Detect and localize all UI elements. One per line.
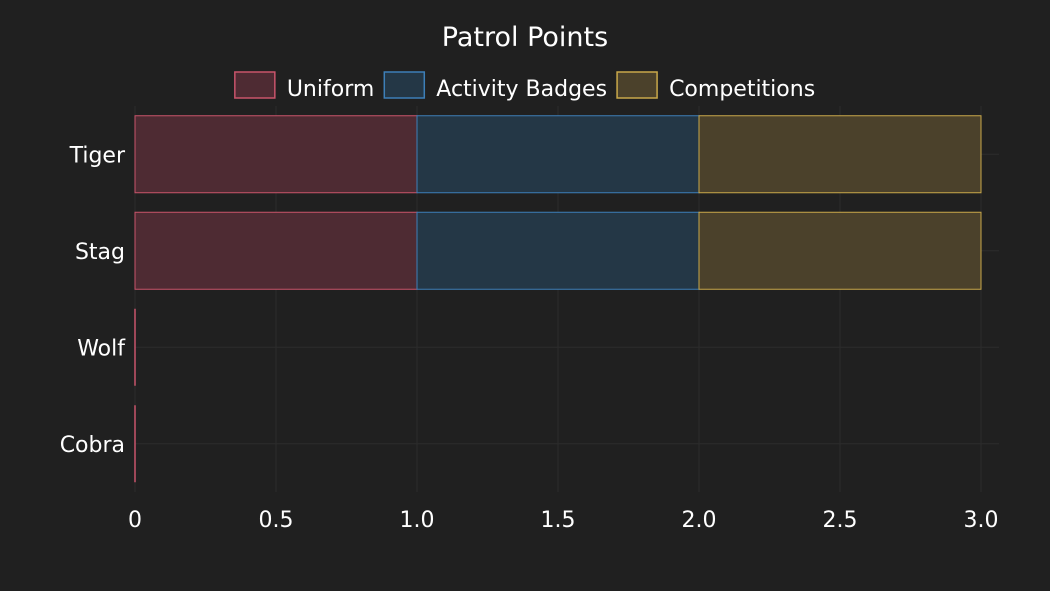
x-tick-label: 2.0 (682, 508, 717, 533)
y-tick-label-wolf: Wolf (77, 336, 126, 361)
legend-label: Competitions (669, 77, 815, 102)
x-tick-label: 0.5 (259, 508, 294, 533)
y-tick-label-cobra: Cobra (60, 433, 125, 458)
bar-stag-competitions[interactable] (698, 211, 982, 290)
bars (134, 115, 982, 483)
legend-swatch (383, 71, 426, 99)
bar-tiger-activity-badges[interactable] (416, 115, 700, 194)
bar-tiger-uniform[interactable] (134, 115, 418, 194)
bar-stag-uniform[interactable] (134, 211, 418, 290)
y-tick-label-tiger: Tiger (69, 143, 126, 168)
legend-label: Activity Badges (436, 77, 607, 102)
x-axis-tick-labels: 0 0.5 1.0 1.5 2.0 2.5 3.0 (128, 508, 999, 533)
legend-item-uniform[interactable]: Uniform (234, 71, 374, 102)
legend: Uniform Activity Badges Competitions (234, 71, 815, 102)
y-tick-label-stag: Stag (75, 240, 125, 265)
x-tick-label: 1.5 (541, 508, 576, 533)
legend-swatch (616, 71, 658, 99)
x-tick-label: 1.0 (400, 508, 435, 533)
x-tick-label: 2.5 (823, 508, 858, 533)
legend-swatch (234, 71, 276, 99)
bar-tiger-competitions[interactable] (698, 115, 982, 194)
x-tick-label: 3.0 (964, 508, 999, 533)
x-tick-label: 0 (128, 508, 142, 533)
bar-stag-activity-badges[interactable] (416, 211, 700, 290)
legend-label: Uniform (287, 77, 374, 102)
legend-item-competitions[interactable]: Competitions (616, 71, 815, 102)
chart-title: Patrol Points (442, 22, 608, 53)
y-axis-tick-labels: Tiger Stag Wolf Cobra (60, 143, 127, 458)
legend-item-activity-badges[interactable]: Activity Badges (383, 71, 607, 102)
